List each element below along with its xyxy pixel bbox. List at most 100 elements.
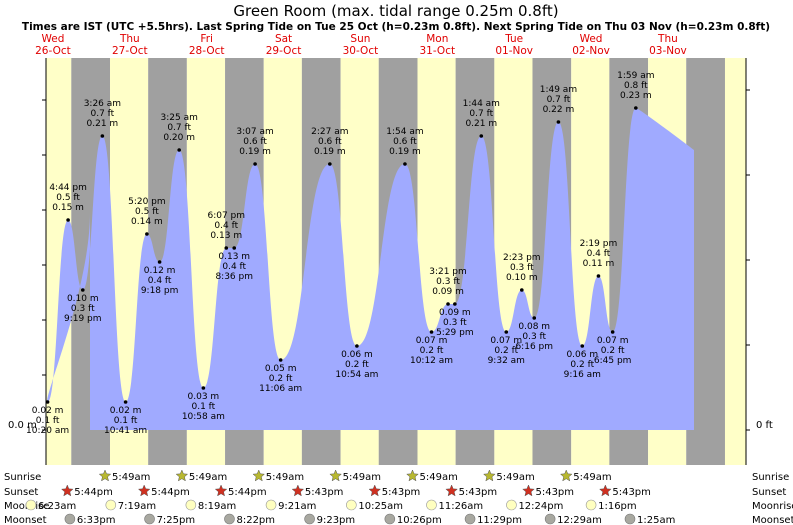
sunset-time: 5:43pm <box>305 487 344 498</box>
tide-label: 0.4 ft <box>214 221 238 231</box>
tide-label: 0.14 m <box>131 217 163 227</box>
sunset-star-icon <box>368 484 382 497</box>
sunrise-star-icon <box>252 469 266 482</box>
tide-label: 0.6 ft <box>393 137 417 147</box>
moonset-icon <box>64 513 76 525</box>
tide-label: 3:26 am <box>84 99 121 109</box>
moonrise-time: 8:19am <box>198 501 236 512</box>
tide-label: 6:45 pm <box>594 356 632 366</box>
tide-base <box>90 428 694 430</box>
sunset-star-icon <box>445 484 458 497</box>
moonrise-time: 6:23am <box>38 501 76 512</box>
sunrise-label-right: Sunrise <box>752 472 789 483</box>
chart-title: Green Room (max. tidal range 0.25m 0.8ft… <box>233 2 558 20</box>
day-date-label: 26-Oct <box>35 45 71 57</box>
tide-label: 0.21 m <box>465 119 497 129</box>
sunrise-star-icon <box>175 469 189 482</box>
tide-label: 0.07 m <box>490 336 522 346</box>
day-name-label: Fri <box>200 33 213 45</box>
tide-label: 0.1 ft <box>192 402 216 412</box>
tide-label: 0.13 m <box>210 231 242 241</box>
moonset-time: 6:33pm <box>77 515 116 525</box>
tide-label: 0.7 ft <box>91 109 115 119</box>
tide-label: 0.2 ft <box>420 346 444 356</box>
day-date-label: 30-Oct <box>343 45 379 57</box>
moonset-icon <box>384 513 396 525</box>
tide-label: 0.19 m <box>239 147 271 157</box>
tide-point <box>100 134 105 138</box>
tide-label: 0.03 m <box>188 392 220 402</box>
sunset-time: 5:43pm <box>612 487 651 498</box>
sunset-time: 5:44pm <box>74 487 113 498</box>
tide-point <box>520 288 524 292</box>
sunset-label-right: Sunset <box>752 487 786 498</box>
moonset-time: 8:22pm <box>236 515 275 525</box>
sunrise-time: 5:49am <box>112 472 150 483</box>
tide-label: 2:27 am <box>311 127 348 137</box>
day-name-label: Sun <box>350 33 370 45</box>
tide-label: 0.07 m <box>416 336 448 346</box>
tide-point <box>556 120 561 124</box>
tide-label: 0.09 m <box>439 308 471 318</box>
tide-label: 0.7 ft <box>167 123 191 133</box>
sunset-time: 5:43pm <box>459 487 498 498</box>
tide-label: 0.06 m <box>341 350 373 360</box>
tide-label: 0.3 ft <box>510 263 534 273</box>
tide-label: 0.13 m <box>218 252 250 262</box>
left-axis-zero-label: 0.0 m <box>8 420 37 431</box>
tide-label: 0.10 m <box>67 294 99 304</box>
tide-label: 0.4 ft <box>148 276 172 286</box>
tide-label: 9:32 am <box>488 356 525 366</box>
day-name-label: Mon <box>426 33 448 45</box>
tide-point <box>504 330 509 334</box>
moonrise-icon <box>185 499 197 511</box>
moonrise-time: 7:19am <box>118 501 156 512</box>
sunrise-time: 5:49am <box>419 472 457 483</box>
day-date-label: 29-Oct <box>266 45 302 57</box>
day-date-label: 31-Oct <box>419 45 455 57</box>
sunset-time: 5:43pm <box>382 487 421 498</box>
row-labels-right: Sunrise Sunset Moonrise Moonset <box>752 472 793 525</box>
moonset-time: 7:25pm <box>157 515 196 525</box>
tide-point <box>446 302 450 306</box>
moonset-icon <box>544 513 556 525</box>
sunrise-time: 5:49am <box>573 472 611 483</box>
day-name-label: Wed <box>41 33 64 45</box>
sun-moon-rows: 5:49am 5:49am 5:49am 5:49am 5:49am 5:49am 5:49… <box>25 469 675 525</box>
tide-point <box>66 218 70 222</box>
day-date-label: 02-Nov <box>572 45 610 57</box>
tide-label: 0.11 m <box>583 259 615 269</box>
tide-label: 2:23 pm <box>503 253 541 263</box>
axes: 0.0 m 0 ft <box>8 58 773 465</box>
tide-label: 5:20 pm <box>128 197 166 207</box>
day-date-label: 01-Nov <box>495 45 533 57</box>
sunrise-star-icon <box>329 469 342 482</box>
tide-label: 1:59 am <box>617 71 654 81</box>
chart-subtitle: Times are IST (UTC +5.5hrs). Last Spring… <box>22 21 770 33</box>
tide-point <box>224 246 229 250</box>
tide-label: 10:58 am <box>182 412 225 422</box>
tide-label: 3:25 am <box>161 113 198 123</box>
moonrise-icon <box>585 499 597 511</box>
day-band <box>724 58 746 465</box>
tide-point <box>177 148 181 152</box>
moonrise-icon <box>506 499 517 511</box>
moonset-label-left: Moonset <box>4 515 47 525</box>
sunrise-time: 5:49am <box>189 472 227 483</box>
moonrise-icon <box>265 499 277 511</box>
tide-label: 0.07 m <box>597 336 629 346</box>
tide-label: 6:16 pm <box>515 342 553 352</box>
sunset-star-icon <box>137 484 151 497</box>
sunrise-time: 5:49am <box>266 472 304 483</box>
tide-label: 3:07 am <box>236 127 273 137</box>
sunset-label-left: Sunset <box>4 487 38 498</box>
tide-label: 0.5 ft <box>56 193 80 203</box>
sunset-star-icon <box>522 484 535 497</box>
tide-label: 10:12 am <box>410 356 453 366</box>
sunrise-star-icon <box>559 469 573 482</box>
tide-label: 0.3 ft <box>522 332 546 342</box>
moonset-time: 11:29pm <box>477 515 522 525</box>
tide-label: 0.4 ft <box>587 249 611 259</box>
tide-point <box>232 246 237 250</box>
moonset-time: 12:29am <box>557 515 602 525</box>
